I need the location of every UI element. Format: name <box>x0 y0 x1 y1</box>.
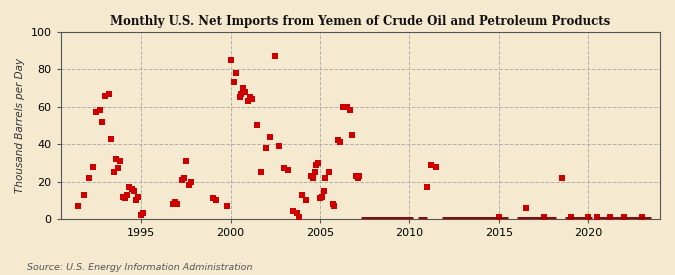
Point <box>238 86 248 90</box>
Point <box>327 202 338 206</box>
Point <box>334 140 345 144</box>
Point <box>292 211 302 216</box>
Point <box>236 92 246 96</box>
Point <box>84 176 95 180</box>
Point <box>73 204 84 208</box>
Point <box>100 93 111 98</box>
Point <box>95 108 105 113</box>
Point <box>113 166 124 171</box>
Point <box>114 159 125 163</box>
Point <box>127 187 138 191</box>
Point <box>138 211 148 216</box>
Title: Monthly U.S. Net Imports from Yemen of Crude Oil and Petroleum Products: Monthly U.S. Net Imports from Yemen of C… <box>110 15 610 28</box>
Point <box>111 157 122 161</box>
Point <box>338 104 349 109</box>
Point <box>583 215 594 219</box>
Point <box>231 71 242 75</box>
Point <box>347 133 358 137</box>
Point <box>132 194 143 199</box>
Point <box>313 161 323 165</box>
Point <box>270 54 281 59</box>
Point <box>179 176 190 180</box>
Point <box>345 108 356 113</box>
Point <box>318 189 329 193</box>
Point <box>308 176 319 180</box>
Point <box>186 179 196 184</box>
Point <box>605 215 616 219</box>
Point <box>256 170 267 174</box>
Point <box>352 176 363 180</box>
Point <box>207 196 218 200</box>
Point <box>109 170 119 174</box>
Point <box>122 192 132 197</box>
Point <box>297 192 308 197</box>
Point <box>97 120 107 124</box>
Point <box>136 213 146 218</box>
Point <box>619 215 630 219</box>
Point <box>130 198 141 202</box>
Point <box>211 198 221 202</box>
Point <box>221 204 232 208</box>
Point <box>311 163 322 167</box>
Point <box>309 170 320 174</box>
Point <box>234 95 245 100</box>
Point <box>225 58 236 62</box>
Point <box>350 174 361 178</box>
Point <box>422 185 433 189</box>
Point <box>118 194 129 199</box>
Point <box>317 194 327 199</box>
Point <box>425 163 436 167</box>
Point <box>273 144 284 148</box>
Text: Source: U.S. Energy Information Administration: Source: U.S. Energy Information Administ… <box>27 263 252 272</box>
Point <box>288 209 298 214</box>
Point <box>105 136 116 141</box>
Point <box>78 192 89 197</box>
Point <box>261 146 272 150</box>
Point <box>538 215 549 219</box>
Point <box>520 205 531 210</box>
Point <box>493 215 504 219</box>
Point <box>87 164 98 169</box>
Point <box>431 164 441 169</box>
Point <box>119 196 130 200</box>
Y-axis label: Thousand Barrels per Day: Thousand Barrels per Day <box>15 58 25 193</box>
Point <box>556 176 567 180</box>
Point <box>184 183 195 188</box>
Point <box>252 123 263 128</box>
Point <box>306 174 317 178</box>
Point <box>320 176 331 180</box>
Point <box>91 110 102 115</box>
Point <box>354 174 364 178</box>
Point <box>265 134 275 139</box>
Point <box>168 202 179 206</box>
Point <box>323 170 334 174</box>
Point <box>282 168 293 172</box>
Point <box>240 90 250 94</box>
Point <box>246 97 257 101</box>
Point <box>592 215 603 219</box>
Point <box>333 138 344 143</box>
Point <box>123 185 134 189</box>
Point <box>329 204 340 208</box>
Point <box>637 215 647 219</box>
Point <box>315 196 325 200</box>
Point <box>103 92 114 96</box>
Point <box>229 80 240 85</box>
Point <box>180 159 191 163</box>
Point <box>279 166 290 171</box>
Point <box>565 215 576 219</box>
Point <box>342 104 352 109</box>
Point <box>171 202 182 206</box>
Point <box>169 200 180 204</box>
Point <box>243 99 254 103</box>
Point <box>177 177 188 182</box>
Point <box>293 215 304 219</box>
Point <box>245 95 256 100</box>
Point <box>300 198 311 202</box>
Point <box>128 189 139 193</box>
